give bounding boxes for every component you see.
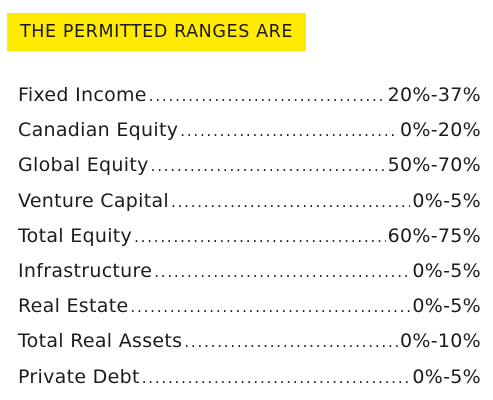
dot-leader <box>180 114 398 149</box>
range-row-fixed-income: Fixed Income 20%-37% <box>18 78 481 113</box>
range-value: 60%-75% <box>387 224 481 247</box>
range-value: 0%-5% <box>412 189 481 212</box>
range-value: 0%-5% <box>412 365 481 388</box>
range-label: Global Equity <box>18 154 149 177</box>
range-label: Real Estate <box>18 295 129 318</box>
range-label: Total Equity <box>18 224 133 247</box>
dot-leader <box>154 255 410 290</box>
range-label: Canadian Equity <box>18 119 179 142</box>
range-row-canadian-equity: Canadian Equity 0%-20% <box>18 113 481 148</box>
range-value: 50%-70% <box>387 154 481 177</box>
range-row-total-real-assets: Total Real Assets 0%-10% <box>18 324 481 359</box>
permitted-ranges-list: Fixed Income 20%-37% Canadian Equity 0%-… <box>18 78 481 395</box>
range-label: Venture Capital <box>18 189 169 212</box>
range-value: 0%-5% <box>412 295 481 318</box>
range-row-real-estate: Real Estate 0%-5% <box>18 289 481 324</box>
range-row-total-equity: Total Equity 60%-75% <box>18 219 481 254</box>
dot-leader <box>130 290 410 325</box>
range-label: Total Real Assets <box>18 330 183 353</box>
section-heading: THE PERMITTED RANGES ARE <box>7 13 307 51</box>
range-label: Fixed Income <box>18 84 147 106</box>
range-row-infrastructure: Infrastructure 0%-5% <box>18 254 481 289</box>
dot-leader <box>171 185 410 220</box>
dot-leader <box>151 149 386 184</box>
range-row-venture-capital: Venture Capital 0%-5% <box>18 184 481 219</box>
range-value: 0%-5% <box>412 259 481 282</box>
range-row-global-equity: Global Equity 50%-70% <box>18 148 481 183</box>
range-label: Infrastructure <box>18 259 153 282</box>
dot-leader <box>149 79 386 114</box>
dot-leader <box>134 220 385 255</box>
dot-leader <box>142 361 411 396</box>
range-value: 0%-20% <box>399 119 481 142</box>
range-value: 0%-10% <box>399 330 481 353</box>
range-label: Private Debt <box>18 365 140 388</box>
dot-leader <box>184 325 398 360</box>
range-value: 20%-37% <box>387 84 481 106</box>
range-row-private-debt: Private Debt 0%-5% <box>18 360 481 395</box>
